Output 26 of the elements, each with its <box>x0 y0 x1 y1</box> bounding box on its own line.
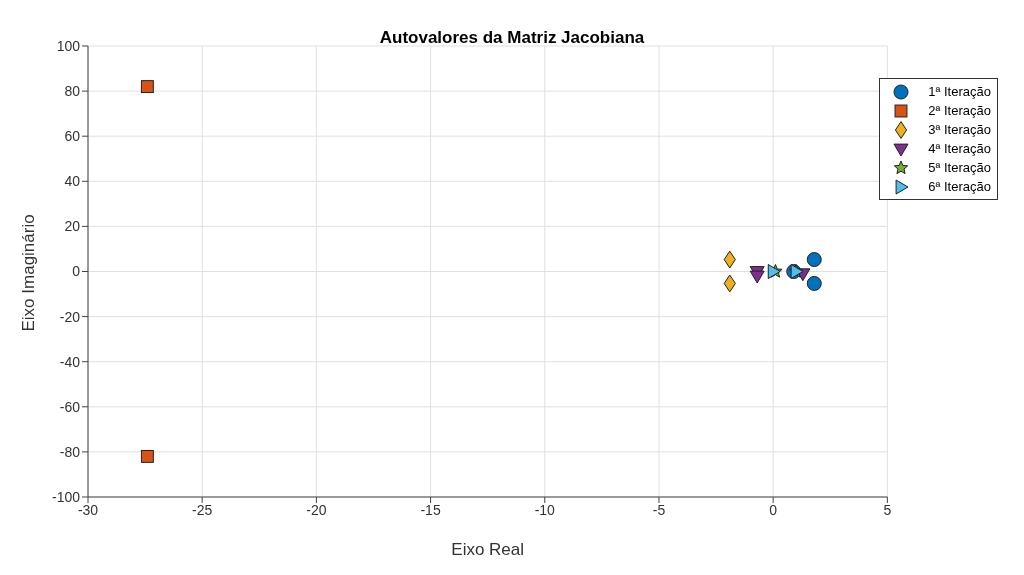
y-tick-label: -40 <box>59 353 81 370</box>
y-tick-label: 60 <box>64 128 81 145</box>
x-tick-label: -10 <box>534 501 556 518</box>
y-tick-label: 0 <box>72 263 81 280</box>
y-tick-label: -80 <box>59 443 81 460</box>
y-tick-label: -20 <box>59 308 81 325</box>
y-tick-label: -60 <box>59 398 81 415</box>
x-axis-title: Eixo Real <box>451 540 525 559</box>
x-tick-label: -25 <box>192 501 213 518</box>
legend-label: 5ª Iteração <box>928 160 991 175</box>
legend-label: 4ª Iteração <box>928 141 991 156</box>
y-tick-label: 100 <box>56 37 81 54</box>
chart-title: Autovalores da Matriz Jacobiana <box>379 28 645 47</box>
y-tick-label: 80 <box>64 83 81 100</box>
x-tick-label: -5 <box>652 501 666 518</box>
x-tick-label: -20 <box>306 501 327 518</box>
legend-label: 6ª Iteração <box>928 179 991 194</box>
legend-label: 3ª Iteração <box>928 122 991 137</box>
x-tick-label: 0 <box>769 501 778 518</box>
x-tick-label: 5 <box>883 501 892 518</box>
legend-label: 1ª Iteração <box>928 84 991 99</box>
y-tick-label: 20 <box>64 218 81 235</box>
y-axis-title: Eixo Imaginário <box>19 214 39 332</box>
y-tick-label: 40 <box>64 173 81 190</box>
x-tick-label: -15 <box>420 501 441 518</box>
legend-label: 2ª Iteração <box>928 103 991 118</box>
